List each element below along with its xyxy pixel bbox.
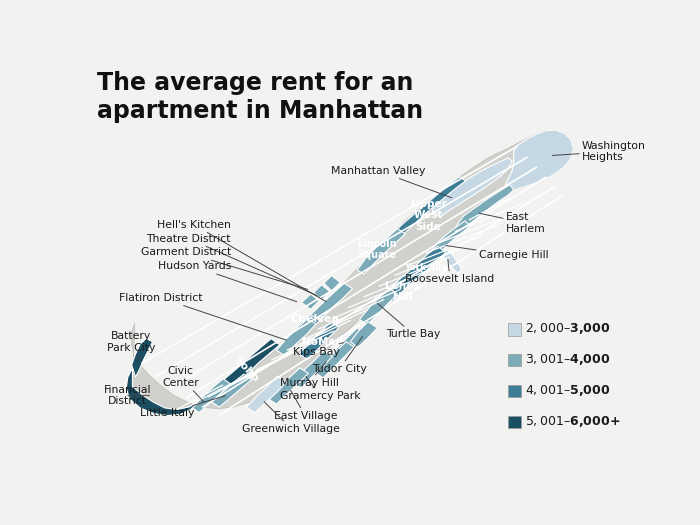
Text: Manhattan Valley: Manhattan Valley bbox=[331, 166, 452, 198]
Polygon shape bbox=[311, 283, 353, 320]
Polygon shape bbox=[293, 351, 332, 388]
Text: Greenwich Village: Greenwich Village bbox=[242, 402, 340, 434]
Text: $4,001–$5,000: $4,001–$5,000 bbox=[526, 383, 611, 398]
Polygon shape bbox=[132, 339, 153, 377]
Text: NoMad: NoMad bbox=[302, 337, 343, 347]
Text: Carnegie Hill: Carnegie Hill bbox=[446, 246, 549, 260]
Polygon shape bbox=[442, 249, 462, 273]
Text: The average rent for an
apartment in Manhattan: The average rent for an apartment in Man… bbox=[97, 71, 423, 123]
Polygon shape bbox=[360, 289, 398, 325]
Text: Little Italy: Little Italy bbox=[140, 396, 225, 418]
Polygon shape bbox=[454, 185, 514, 234]
Text: Financial
District: Financial District bbox=[104, 385, 152, 406]
Text: Civic
Center: Civic Center bbox=[162, 366, 204, 402]
Text: Garment District: Garment District bbox=[141, 247, 307, 289]
Polygon shape bbox=[132, 130, 573, 413]
Polygon shape bbox=[300, 294, 340, 331]
Polygon shape bbox=[268, 368, 309, 404]
Polygon shape bbox=[357, 228, 405, 274]
Polygon shape bbox=[324, 276, 340, 291]
Polygon shape bbox=[314, 285, 330, 300]
Text: Battery
Park City: Battery Park City bbox=[106, 331, 155, 360]
Polygon shape bbox=[315, 342, 354, 378]
Text: Flatiron District: Flatiron District bbox=[119, 293, 287, 340]
Text: Upper
West
Side: Upper West Side bbox=[411, 199, 447, 232]
Polygon shape bbox=[384, 266, 423, 302]
Bar bbox=[508, 354, 521, 366]
Polygon shape bbox=[287, 294, 342, 343]
Bar bbox=[508, 385, 521, 397]
Text: Tudor City: Tudor City bbox=[312, 337, 367, 374]
Polygon shape bbox=[326, 328, 365, 365]
Text: Kips Bay: Kips Bay bbox=[293, 342, 343, 357]
Text: Theatre District: Theatre District bbox=[146, 234, 317, 296]
Text: East Village: East Village bbox=[274, 390, 337, 421]
Bar bbox=[508, 323, 521, 335]
Text: Gramercy Park: Gramercy Park bbox=[280, 376, 360, 401]
Polygon shape bbox=[350, 322, 377, 347]
Text: Hell's Kitchen: Hell's Kitchen bbox=[157, 219, 326, 302]
Text: Lenox
Hill: Lenox Hill bbox=[386, 281, 421, 302]
Text: Chelsea: Chelsea bbox=[291, 313, 340, 323]
Text: $2,000–$3,000: $2,000–$3,000 bbox=[526, 321, 611, 336]
Text: Yorkville: Yorkville bbox=[405, 262, 448, 271]
Polygon shape bbox=[381, 177, 466, 250]
Polygon shape bbox=[211, 374, 252, 407]
Text: $5,001–$6,000+: $5,001–$6,000+ bbox=[526, 414, 621, 428]
Polygon shape bbox=[505, 130, 573, 192]
Bar bbox=[508, 416, 521, 428]
Polygon shape bbox=[299, 322, 340, 360]
Polygon shape bbox=[246, 376, 287, 413]
Text: Roosevelt Island: Roosevelt Island bbox=[405, 259, 494, 284]
Polygon shape bbox=[206, 339, 280, 400]
Text: Washington
Heights: Washington Heights bbox=[552, 141, 646, 162]
Text: Lincoln
Square: Lincoln Square bbox=[357, 238, 396, 260]
Text: Hudson Yards: Hudson Yards bbox=[158, 261, 297, 302]
Text: $3,001–$4,000: $3,001–$4,000 bbox=[526, 352, 611, 367]
Text: Turtle Bay: Turtle Bay bbox=[377, 303, 440, 339]
Polygon shape bbox=[428, 221, 470, 260]
Text: Murray Hill: Murray Hill bbox=[280, 362, 339, 387]
Polygon shape bbox=[409, 246, 446, 281]
Text: East
Harlem: East Harlem bbox=[479, 212, 546, 234]
Text: Soho: Soho bbox=[232, 355, 260, 384]
Polygon shape bbox=[191, 379, 231, 413]
Polygon shape bbox=[126, 368, 198, 416]
Polygon shape bbox=[276, 319, 316, 355]
Polygon shape bbox=[433, 158, 512, 217]
Polygon shape bbox=[302, 294, 319, 309]
